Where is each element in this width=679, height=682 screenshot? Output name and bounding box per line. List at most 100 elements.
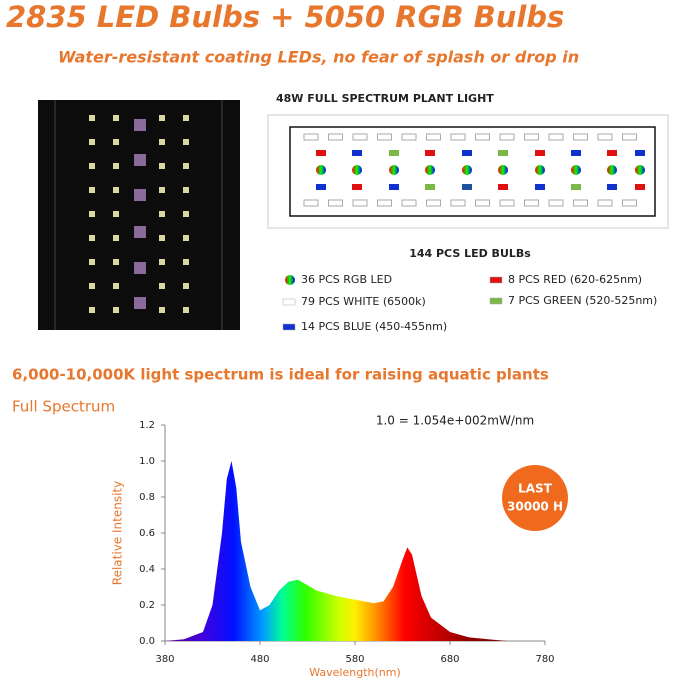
- y-tick-label: 0.6: [139, 528, 155, 539]
- white-led: [548, 199, 564, 207]
- led: [89, 163, 95, 169]
- x-tick-label: 480: [250, 654, 269, 665]
- led: [389, 150, 399, 156]
- legend-swatch: [489, 297, 503, 305]
- annotation: 1.0 = 1.054e+002mW/nm: [376, 414, 534, 428]
- led: [535, 150, 545, 156]
- diagram-leds: [303, 133, 645, 207]
- led: [134, 297, 146, 309]
- white-led: [475, 199, 490, 207]
- led: [113, 307, 119, 313]
- legend-swatch: [489, 276, 503, 284]
- badge-line: 30000 H: [507, 500, 563, 514]
- led: [159, 115, 165, 121]
- rgb-led: [498, 165, 508, 175]
- led: [462, 184, 472, 190]
- led: [113, 187, 119, 193]
- white-led: [548, 133, 564, 141]
- led: [183, 139, 189, 145]
- x-tick-label: 680: [440, 654, 459, 665]
- badge-line: LAST: [518, 482, 553, 496]
- white-led: [524, 133, 539, 141]
- white-led: [426, 199, 441, 207]
- total-leds: 144 PCS LED BULBs: [409, 247, 531, 260]
- led: [498, 150, 508, 156]
- diagram-board: [289, 126, 656, 217]
- led: [113, 283, 119, 289]
- white-led: [450, 199, 466, 207]
- y-tick-label: 0.8: [139, 492, 155, 503]
- legend-label: 14 PCS BLUE (450-455nm): [301, 320, 447, 333]
- legend-label: 36 PCS RGB LED: [301, 273, 392, 286]
- led: [607, 184, 617, 190]
- title: 2835 LED Bulbs + 5050 RGB Bulbs: [6, 0, 564, 34]
- legend-label: 7 PCS GREEN (520-525nm): [508, 294, 657, 307]
- led: [134, 226, 146, 238]
- led: [183, 211, 189, 217]
- led: [134, 154, 146, 166]
- led: [159, 187, 165, 193]
- rgb-led: [389, 165, 399, 175]
- chart-title: Full Spectrum: [12, 398, 115, 416]
- rgb-led: [352, 165, 362, 175]
- led: [316, 184, 326, 190]
- led: [183, 259, 189, 265]
- led: [113, 211, 119, 217]
- white-led: [450, 133, 466, 141]
- led: [425, 184, 435, 190]
- led: [498, 184, 508, 190]
- led: [134, 262, 146, 274]
- chart: 0.0 0.2 0.4 0.6 0.8 1.0 1.2 380 480 580 680 780: [139, 420, 554, 665]
- led: [389, 184, 399, 190]
- y-tick-label: 0.4: [139, 564, 155, 575]
- rgb-led: [425, 165, 435, 175]
- led: [89, 259, 95, 265]
- y-tick-label: 0.0: [139, 636, 155, 647]
- led: [89, 235, 95, 241]
- led: [89, 187, 95, 193]
- white-led: [303, 133, 319, 141]
- white-led: [328, 199, 343, 207]
- led: [607, 150, 617, 156]
- subtitle: Water-resistant coating LEDs, no fear of…: [58, 48, 579, 67]
- white-led: [622, 199, 637, 207]
- white-led: [303, 199, 319, 207]
- led: [159, 163, 165, 169]
- white-led: [377, 133, 392, 141]
- rgb-led: [635, 165, 645, 175]
- white-led: [499, 133, 515, 141]
- legend-label: 8 PCS RED (620-625nm): [508, 273, 642, 286]
- led: [159, 307, 165, 313]
- led: [113, 139, 119, 145]
- led: [159, 211, 165, 217]
- led: [183, 115, 189, 121]
- white-led: [475, 133, 490, 141]
- white-led: [622, 133, 637, 141]
- rgb-led: [571, 165, 581, 175]
- rgb-led: [462, 165, 472, 175]
- led: [571, 150, 581, 156]
- led: [113, 235, 119, 241]
- white-led: [499, 199, 515, 207]
- legend: 36 PCS RGB LED 79 PCS WHITE (6500k) 14 PCS…: [282, 273, 657, 333]
- white-led: [377, 199, 392, 207]
- x-tick-label: 380: [155, 654, 174, 665]
- y-tick-label: 1.2: [139, 420, 155, 431]
- x-axis-label: Wavelength(nm): [309, 666, 401, 679]
- led: [159, 259, 165, 265]
- white-led: [573, 133, 588, 141]
- white-led: [597, 133, 613, 141]
- white-led: [524, 199, 539, 207]
- rgb-led: [316, 165, 326, 175]
- led: [183, 187, 189, 193]
- led: [183, 307, 189, 313]
- x-tick-label: 580: [345, 654, 364, 665]
- led: [113, 163, 119, 169]
- led: [134, 189, 146, 201]
- led: [113, 259, 119, 265]
- led: [316, 150, 326, 156]
- white-led: [401, 199, 417, 207]
- y-tick-label: 1.0: [139, 456, 155, 467]
- y-tick-label: 0.2: [139, 600, 155, 611]
